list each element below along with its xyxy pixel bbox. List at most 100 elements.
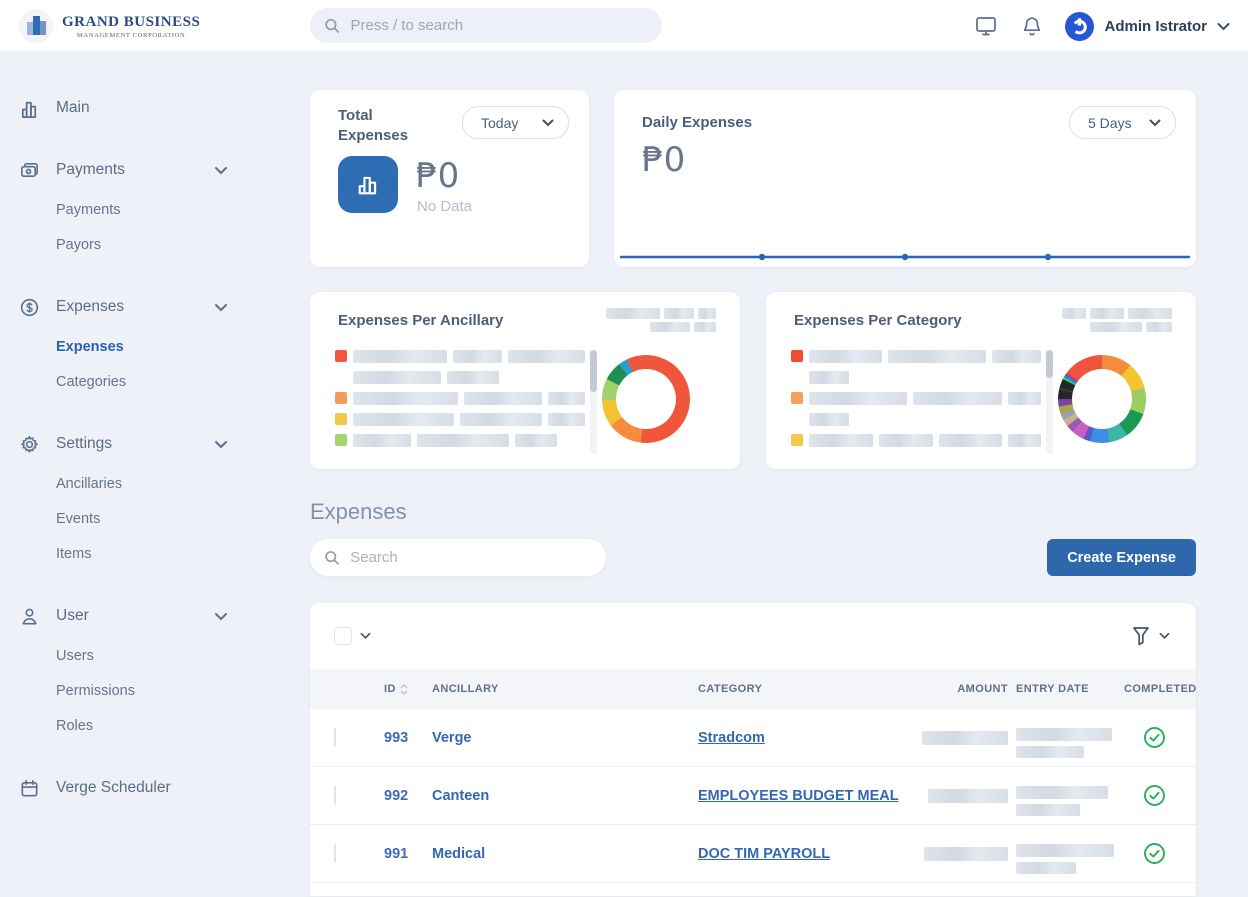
redacted-summary	[1042, 308, 1172, 334]
legend-scrollbar[interactable]	[590, 350, 597, 454]
sidebar-item-payors[interactable]: Payors	[56, 237, 102, 253]
card-title: Expenses Per Category	[794, 312, 962, 329]
total-expenses-value: ₱0	[416, 156, 460, 196]
global-search[interactable]	[310, 8, 662, 43]
logo-title: GRAND BUSINESS	[62, 13, 201, 30]
expenses-per-ancillary-card: Expenses Per Ancillary	[310, 292, 740, 469]
column-header-completed[interactable]: COMPLETED	[1124, 683, 1196, 695]
table-row: 993 Verge Stradcom	[310, 709, 1196, 767]
create-expense-button[interactable]: Create Expense	[1047, 539, 1196, 576]
row-checkbox[interactable]	[334, 727, 336, 747]
page-title: Expenses	[310, 499, 407, 524]
no-data-label: No Data	[417, 198, 473, 215]
top-header: GRAND BUSINESS MANAGEMENT CORPORATION Ad…	[0, 0, 1248, 52]
sidebar-item-users[interactable]: Users	[56, 648, 94, 664]
sidebar-item-user[interactable]: User	[18, 602, 286, 630]
sidebar-item-ancillaries[interactable]: Ancillaries	[56, 476, 123, 492]
completed-check-icon	[1143, 727, 1165, 748]
bar-chart-icon	[18, 98, 40, 119]
category-link[interactable]: DOC TIM PAYROLL	[698, 845, 831, 862]
daily-expenses-card: Daily Expenses 5 Days ₱0	[614, 90, 1196, 267]
sidebar-nav: Main Payments Payments Payors Expenses E…	[0, 52, 310, 897]
chevron-down-icon	[215, 166, 227, 174]
main-content: Total Expenses Today ₱0 No Data Daily Ex…	[310, 52, 1196, 896]
column-header-id[interactable]: ID	[384, 683, 396, 695]
sidebar-item-payments-sub[interactable]: Payments	[56, 202, 121, 218]
sidebar-item-main[interactable]: Main	[18, 94, 286, 122]
card-title: Total Expenses	[338, 107, 409, 144]
ancillary-link[interactable]: Verge	[432, 729, 472, 746]
chevron-down-icon	[542, 119, 554, 126]
company-logo[interactable]: GRAND BUSINESS MANAGEMENT CORPORATION	[18, 8, 200, 44]
category-link[interactable]: Stradcom	[698, 729, 765, 746]
notifications-bell-icon[interactable]	[1019, 13, 1045, 39]
amount-redacted	[922, 730, 1008, 745]
sidebar-item-verge-scheduler[interactable]: Verge Scheduler	[18, 774, 286, 802]
legend-scrollbar[interactable]	[1046, 350, 1053, 454]
table-header-row: ID ANCILLARY CATEGORY AMOUNT ENTRY DATE …	[310, 669, 1196, 709]
total-expenses-period-select[interactable]: Today	[462, 106, 569, 139]
expenses-search[interactable]	[310, 539, 606, 576]
expense-id[interactable]: 992	[384, 787, 409, 804]
chevron-down-icon	[215, 440, 227, 448]
bar-chart-icon	[338, 156, 398, 213]
completed-check-icon	[1143, 843, 1165, 864]
chart-legend	[791, 349, 1041, 447]
chevron-down-icon[interactable]	[1159, 632, 1170, 640]
person-icon	[18, 606, 40, 627]
sidebar-item-roles[interactable]: Roles	[56, 718, 94, 734]
filter-funnel-icon[interactable]	[1131, 625, 1151, 647]
chevron-down-icon[interactable]	[360, 632, 371, 640]
category-link[interactable]: EMPLOYEES BUDGET MEAL	[698, 787, 899, 804]
entry-date-redacted	[1008, 718, 1112, 758]
amount-redacted	[922, 846, 1008, 861]
select-all-checkbox[interactable]	[334, 627, 352, 645]
sidebar-label: Main	[56, 99, 90, 116]
monitor-icon[interactable]	[973, 13, 999, 39]
table-row: 992 Canteen EMPLOYEES BUDGET MEAL	[310, 767, 1196, 825]
avatar	[1065, 11, 1095, 41]
daily-expenses-line-chart	[619, 253, 1191, 261]
chart-legend	[335, 349, 585, 447]
column-header-category[interactable]: CATEGORY	[698, 683, 763, 695]
row-checkbox[interactable]	[334, 785, 336, 805]
expenses-per-category-card: Expenses Per Category	[766, 292, 1196, 469]
wallet-icon	[18, 160, 40, 181]
sidebar-item-categories[interactable]: Categories	[56, 374, 127, 390]
logo-subtitle: MANAGEMENT CORPORATION	[76, 31, 186, 39]
sidebar-label: Expenses	[56, 298, 125, 315]
card-title: Daily Expenses	[642, 114, 753, 131]
sidebar-item-events[interactable]: Events	[56, 511, 101, 527]
ancillary-link[interactable]: Medical	[432, 845, 486, 862]
global-search-input[interactable]	[350, 17, 648, 34]
expense-id[interactable]: 993	[384, 729, 409, 746]
chevron-down-icon	[1149, 119, 1161, 126]
sidebar-item-items[interactable]: Items	[56, 546, 92, 562]
sidebar-item-payments[interactable]: Payments	[18, 156, 286, 184]
calendar-icon	[18, 778, 40, 799]
chevron-down-icon	[1217, 22, 1230, 30]
sort-icon[interactable]	[400, 683, 408, 695]
gear-icon	[18, 434, 40, 455]
user-menu[interactable]: Admin Istrator	[1065, 11, 1230, 41]
column-header-amount[interactable]: AMOUNT	[957, 683, 1008, 695]
sidebar-item-permissions[interactable]: Permissions	[56, 683, 135, 699]
sidebar-item-expenses-sub[interactable]: Expenses	[56, 339, 124, 355]
column-header-ancillary[interactable]: ANCILLARY	[432, 683, 499, 695]
completed-check-icon	[1143, 785, 1165, 806]
expense-id[interactable]: 991	[384, 845, 409, 862]
sidebar-label: Payments	[56, 161, 125, 178]
sidebar-item-settings[interactable]: Settings	[18, 430, 286, 458]
expenses-search-input[interactable]	[350, 549, 592, 566]
dollar-circle-icon	[18, 297, 40, 318]
ancillary-link[interactable]: Canteen	[432, 787, 490, 804]
chevron-down-icon	[215, 612, 227, 620]
category-donut-chart	[1058, 355, 1146, 443]
row-checkbox[interactable]	[334, 843, 336, 863]
sidebar-item-expenses[interactable]: Expenses	[18, 293, 286, 321]
sidebar-label: User	[56, 607, 89, 624]
daily-expenses-period-select[interactable]: 5 Days	[1069, 106, 1176, 139]
column-header-entry-date[interactable]: ENTRY DATE	[1016, 683, 1089, 695]
search-icon	[325, 18, 340, 33]
